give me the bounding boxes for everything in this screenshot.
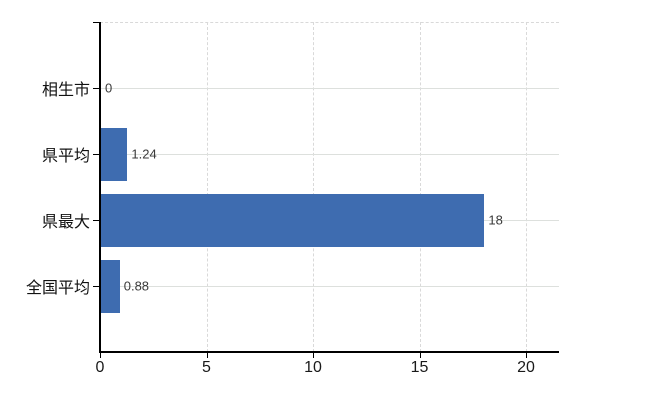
y-axis-tick: [93, 286, 100, 287]
horizontal-gridline: [100, 154, 559, 155]
y-axis-tick: [93, 220, 100, 221]
x-tick-label: 0: [95, 359, 105, 376]
x-axis-tick: [313, 352, 314, 358]
bar: [101, 127, 128, 181]
plot-top-border: [100, 22, 559, 23]
x-axis-tick: [419, 352, 421, 358]
value-label: 0: [105, 80, 113, 96]
x-axis-tick: [206, 352, 208, 358]
horizontal-gridline: [100, 88, 559, 89]
x-axis-tick: [526, 352, 527, 358]
y-axis-tick: [93, 88, 100, 89]
horizontal-gridline: [100, 286, 559, 287]
x-tick-label: 10: [304, 359, 322, 376]
x-axis-tick: [100, 352, 101, 358]
bar: [101, 259, 120, 313]
x-tick-label: 5: [202, 359, 211, 376]
x-axis-line: [99, 351, 559, 353]
vertical-gridline: [206, 22, 208, 352]
category-label: 県最大: [41, 214, 90, 231]
vertical-gridline: [526, 22, 527, 352]
vertical-gridline: [313, 22, 314, 352]
value-label: 1.24: [131, 146, 157, 162]
y-axis-line: [99, 22, 101, 352]
category-label: 全国平均: [25, 280, 90, 297]
y-axis-tick: [93, 154, 100, 155]
category-label: 相生市: [41, 82, 90, 99]
y-axis-tick: [93, 22, 100, 23]
value-label: 18: [488, 212, 503, 228]
x-tick-label: 15: [410, 359, 429, 376]
value-label: 0.88: [123, 278, 150, 294]
vertical-gridline: [419, 22, 421, 352]
category-label: 県平均: [41, 148, 90, 165]
x-tick-label: 20: [517, 359, 535, 376]
bar: [101, 193, 485, 247]
